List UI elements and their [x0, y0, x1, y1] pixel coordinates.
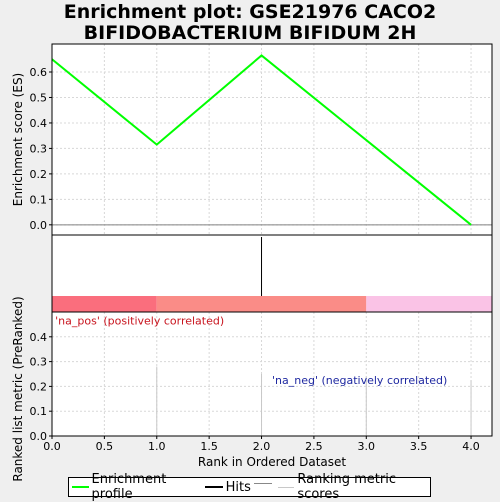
legend-label-hits: Hits	[225, 479, 251, 495]
green-line-icon	[72, 486, 89, 488]
legend: Enrichment profile Hits Ranking metric s…	[68, 472, 431, 502]
rank-xtick-label-8: 4.0	[462, 440, 480, 453]
es-ytick-label-5: 0.5	[30, 91, 48, 104]
rank-xlabel: Rank in Ordered Dataset	[198, 455, 346, 469]
rank-ytick-label-0: 0.0	[30, 430, 48, 443]
rank-xtick-label-7: 3.5	[410, 440, 428, 453]
plot-title: Enrichment plot: GSE21976 CACO2 BIFIDOBA…	[0, 2, 500, 44]
thin-line-icon	[253, 482, 272, 484]
es-ytick-label-0: 0.0	[30, 219, 48, 232]
rank-xtick-label-4: 2.0	[253, 440, 271, 453]
es-ytick-label-3: 0.3	[30, 142, 48, 155]
rank-xtick-label-3: 1.5	[200, 440, 218, 453]
rank-ytick-label-4: 0.4	[30, 331, 48, 344]
rank-xtick-label-0: 0.0	[43, 440, 61, 453]
es-ytick-label-1: 0.1	[30, 193, 48, 206]
rank-xtick-label-1: 0.5	[96, 440, 114, 453]
color-band-2	[366, 296, 492, 312]
color-band-1	[156, 296, 367, 312]
rank-ytick-label-1: 0.1	[30, 405, 48, 418]
legend-label-enrichment-profile: Enrichment profile	[91, 472, 167, 502]
rank-ylabel: Ranked list metric (PreRanked)	[11, 296, 25, 481]
legend-item-enrichment-profile: Enrichment profile	[72, 472, 202, 502]
rank-ytick-label-3: 0.3	[30, 356, 48, 369]
rank-xtick-label-2: 1.0	[148, 440, 166, 453]
enrichment-panel	[52, 44, 492, 235]
black-line-icon	[204, 486, 223, 488]
rank-xtick-label-5: 2.5	[305, 440, 323, 453]
gray-line-icon	[277, 486, 295, 488]
es-ytick-label-2: 0.2	[30, 168, 48, 181]
enrichment-profile-line	[51, 54, 472, 226]
color-band-0	[52, 296, 157, 312]
es-ytick-label-6: 0.6	[30, 66, 48, 79]
plot-title-line-2: BIFIDOBACTERIUM BIFIDUM 2H	[83, 22, 417, 44]
es-ylabel: Enrichment score (ES)	[11, 73, 25, 206]
legend-label-ranking-metric: Ranking metric scores	[297, 472, 397, 502]
rank-xtick-label-6: 3.0	[358, 440, 376, 453]
plot-title-line-1: Enrichment plot: GSE21976 CACO2	[63, 1, 437, 23]
ranking-panel-border	[51, 311, 493, 437]
legend-item-ranking-metric: Ranking metric scores	[277, 472, 430, 502]
es-ytick-label-4: 0.4	[30, 117, 48, 130]
ranking-annotation-0: 'na_pos' (positively correlated)	[55, 315, 224, 328]
legend-item-hits: Hits	[204, 479, 251, 495]
ranking-annotation-1: 'na_neg' (negatively correlated)	[272, 374, 447, 387]
rank-ytick-label-2: 0.2	[30, 380, 48, 393]
